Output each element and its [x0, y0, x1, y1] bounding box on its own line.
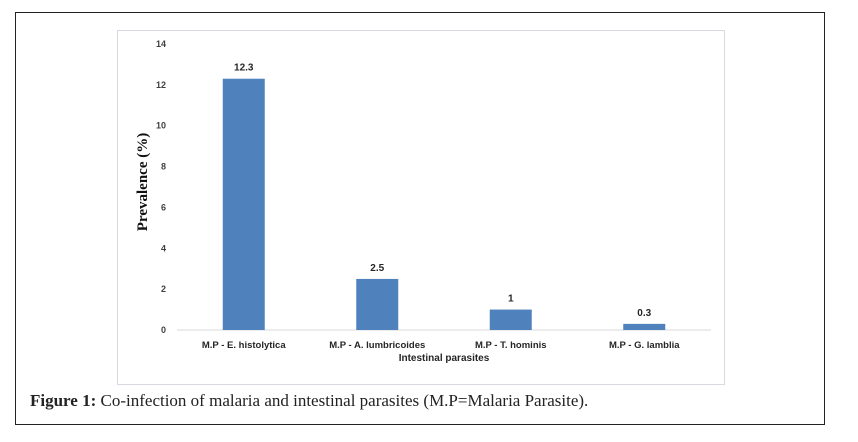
- y-axis-title: Prevalence (%): [135, 133, 151, 231]
- caption-text: Co-infection of malaria and intestinal p…: [100, 391, 589, 410]
- y-tick-label: 8: [161, 162, 166, 172]
- data-label: 1: [508, 294, 514, 305]
- caption-label: Figure 1:: [30, 391, 97, 410]
- y-tick-label: 2: [161, 284, 166, 294]
- y-tick-label: 10: [156, 121, 166, 131]
- y-tick-label: 12: [156, 80, 166, 90]
- bar: [222, 78, 265, 330]
- bars: [222, 78, 666, 330]
- x-category-label: M.P - A. lumbricoides: [329, 340, 425, 351]
- x-category-label: M.P - E. histolytica: [202, 340, 286, 351]
- x-category-label: M.P - G. lamblia: [609, 340, 680, 351]
- data-label: 0.3: [637, 308, 651, 319]
- x-axis-categories: M.P - E. histolytica M.P - A. lumbricoide…: [202, 340, 680, 351]
- data-labels: 12.3 2.5 1 0.3: [234, 63, 652, 319]
- y-axis-ticks: 0 2 4 6 8 10 12 14: [156, 39, 166, 335]
- x-category-label: M.P - T. hominis: [475, 340, 547, 351]
- data-label: 12.3: [234, 63, 254, 74]
- y-tick-label: 0: [161, 325, 166, 335]
- x-axis-title: Intestinal parasites: [399, 353, 490, 364]
- bar: [489, 309, 532, 330]
- y-tick-label: 14: [156, 39, 166, 49]
- data-label: 2.5: [370, 263, 384, 274]
- y-tick-label: 4: [161, 243, 166, 253]
- figure-caption: Figure 1: Co-infection of malaria and in…: [30, 391, 820, 411]
- bar: [356, 278, 399, 330]
- bar: [623, 323, 666, 330]
- y-tick-label: 6: [161, 202, 166, 212]
